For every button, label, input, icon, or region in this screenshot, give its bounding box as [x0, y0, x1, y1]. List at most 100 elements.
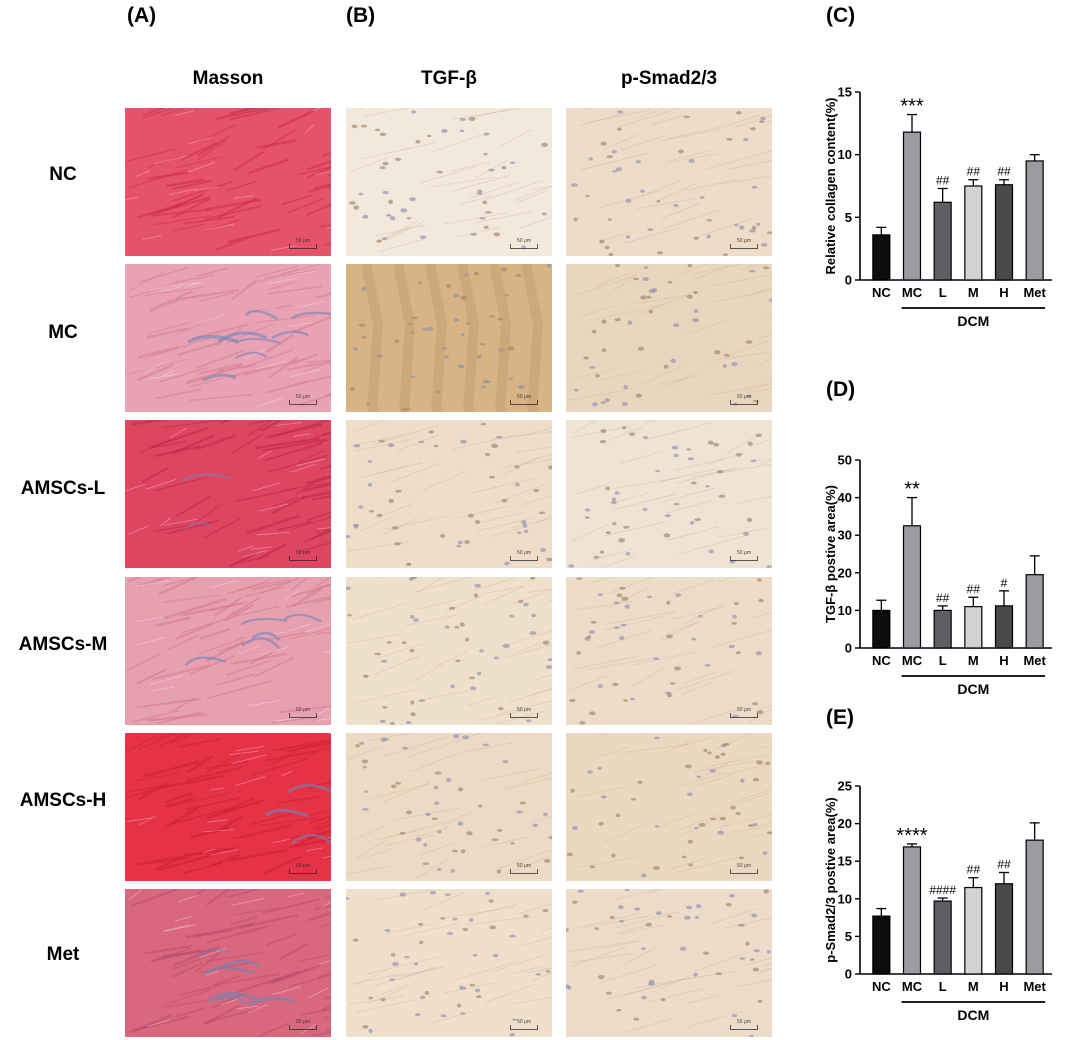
y-tick-label: 20 [838, 565, 852, 580]
y-tick-label: 50 [838, 453, 852, 468]
micrograph-masson-nc: 50 μm [125, 108, 331, 256]
micrograph-masson-mc: 50 μm [125, 264, 331, 412]
x-tick-label: H [999, 653, 1008, 668]
scale-bar: 50 μm [289, 863, 317, 874]
scale-bar: 50 μm [730, 550, 758, 561]
significance-label: #### [929, 883, 956, 897]
y-tick-label: 30 [838, 528, 852, 543]
micrograph-tgf-amscs-h: 50 μm [346, 733, 552, 881]
bar-nc [872, 609, 891, 649]
panel-label-b: (B) [346, 4, 376, 27]
bar-met [1025, 574, 1044, 649]
significance-label: *** [900, 96, 924, 118]
micrograph-masson-amscs-h: 50 μm [125, 733, 331, 881]
row-label-amscs-l: AMSCs-L [20, 478, 106, 499]
bar-nc [872, 234, 891, 281]
y-tick-label: 10 [838, 147, 852, 162]
x-tick-label: L [939, 979, 947, 994]
bar-m [964, 886, 983, 975]
y-tick-label: 40 [838, 490, 852, 505]
micrograph-smad-mc: 50 μm [566, 264, 772, 412]
y-tick-label: 15 [838, 85, 852, 100]
micrograph-tgf-mc: 50 μm [346, 264, 552, 412]
x-tick-label: MC [902, 979, 923, 994]
micrograph-masson-amscs-m: 50 μm [125, 577, 331, 725]
row-label-nc: NC [49, 164, 77, 185]
bar-h [994, 184, 1014, 281]
panel-label-d: (D) [826, 378, 856, 401]
bar-h [994, 605, 1014, 649]
group-label: DCM [957, 313, 989, 329]
scale-bar: 50 μm [730, 238, 758, 249]
chart-svg-collagen: Relative collagen content(%) 0 5 10 15 NC *** M… [823, 85, 1052, 329]
significance-label: ** [904, 479, 920, 501]
x-tick-label: MC [902, 653, 923, 668]
micrograph-masson-met: 50 μm [125, 889, 331, 1037]
x-tick-label: L [939, 285, 947, 300]
y-tick-label: 5 [845, 929, 852, 944]
column-header-tgf-beta: TGF-β [421, 68, 477, 89]
micrograph-tgf-amscs-m: 50 μm [346, 577, 552, 725]
y-axis-label: p-Smad2/3 postive area(%) [823, 797, 838, 962]
y-tick-label: 5 [845, 210, 852, 225]
x-tick-label: NC [872, 285, 891, 300]
bar-met [1025, 839, 1044, 975]
x-tick-label: H [999, 979, 1008, 994]
y-tick-label: 20 [838, 816, 852, 831]
column-header-masson: Masson [192, 68, 264, 89]
bar-l [933, 609, 952, 649]
x-tick-label: NC [872, 653, 891, 668]
bar-m [964, 606, 983, 649]
bar-chart-collagen: Relative collagen content(%) 0 5 10 15 NC *** M… [822, 80, 1057, 330]
micrograph-tgf-nc: 50 μm [346, 108, 552, 256]
row-label-amscs-h: AMSCs-H [19, 790, 107, 811]
bar-l [933, 201, 952, 281]
x-tick-label: M [968, 285, 979, 300]
scale-bar: 50 μm [510, 707, 538, 718]
micrograph-smad-nc: 50 μm [566, 108, 772, 256]
y-tick-label: 0 [845, 273, 852, 288]
bar-h [994, 883, 1014, 975]
micrograph-smad-met: 50 μm [566, 889, 772, 1037]
bar-mc [902, 846, 922, 975]
micrograph-smad-amscs-m: 50 μm [566, 577, 772, 725]
scale-bar: 50 μm [289, 238, 317, 249]
micrograph-tgf-amscs-l: 50 μm [346, 420, 552, 568]
bar-chart-tgf-beta: TGF-β postive area(%) 0 10 20 30 40 50 NC ** MC ##… [822, 448, 1057, 698]
x-tick-label: Met [1023, 653, 1046, 668]
row-label-amscs-m: AMSCs-M [18, 634, 108, 655]
significance-label: ## [936, 174, 950, 188]
y-tick-label: 10 [838, 603, 852, 618]
chart-svg-p-smad: p-Smad2/3 postive area(%) 0 5 10 15 20 25 NC ***… [823, 779, 1052, 1023]
y-tick-label: 15 [838, 854, 852, 869]
group-label: DCM [957, 681, 989, 697]
x-tick-label: MC [902, 285, 923, 300]
scale-bar: 50 μm [289, 550, 317, 561]
significance-label: ## [997, 165, 1011, 179]
x-tick-label: M [968, 653, 979, 668]
row-label-met: Met [46, 944, 80, 965]
chart-svg-tgf-beta: TGF-β postive area(%)01020304050NC**MC##… [823, 453, 1052, 697]
scale-bar: 50 μm [510, 394, 538, 405]
y-axis-label: Relative collagen content(%) [823, 98, 838, 275]
micrograph-smad-amscs-l: 50 μm [566, 420, 772, 568]
x-tick-label: Met [1023, 979, 1046, 994]
x-tick-label: M [968, 979, 979, 994]
column-header-p-smad: p-Smad2/3 [620, 68, 718, 89]
row-label-mc: MC [48, 322, 78, 343]
significance-label: ## [997, 857, 1011, 871]
x-tick-label: H [999, 285, 1008, 300]
bar-l [933, 900, 952, 975]
bar-nc [872, 915, 891, 975]
scale-bar: 50 μm [289, 1019, 317, 1030]
x-tick-label: L [939, 653, 947, 668]
scale-bar: 50 μm [510, 238, 538, 249]
panel-label-c: (C) [826, 4, 856, 27]
panel-label-a: (A) [127, 4, 157, 27]
y-tick-label: 10 [838, 891, 852, 906]
scale-bar: 50 μm [289, 394, 317, 405]
scale-bar: 50 μm [510, 550, 538, 561]
micrograph-masson-amscs-l: 50 μm [125, 420, 331, 568]
significance-label: ## [967, 863, 981, 877]
significance-label: ## [967, 582, 981, 596]
